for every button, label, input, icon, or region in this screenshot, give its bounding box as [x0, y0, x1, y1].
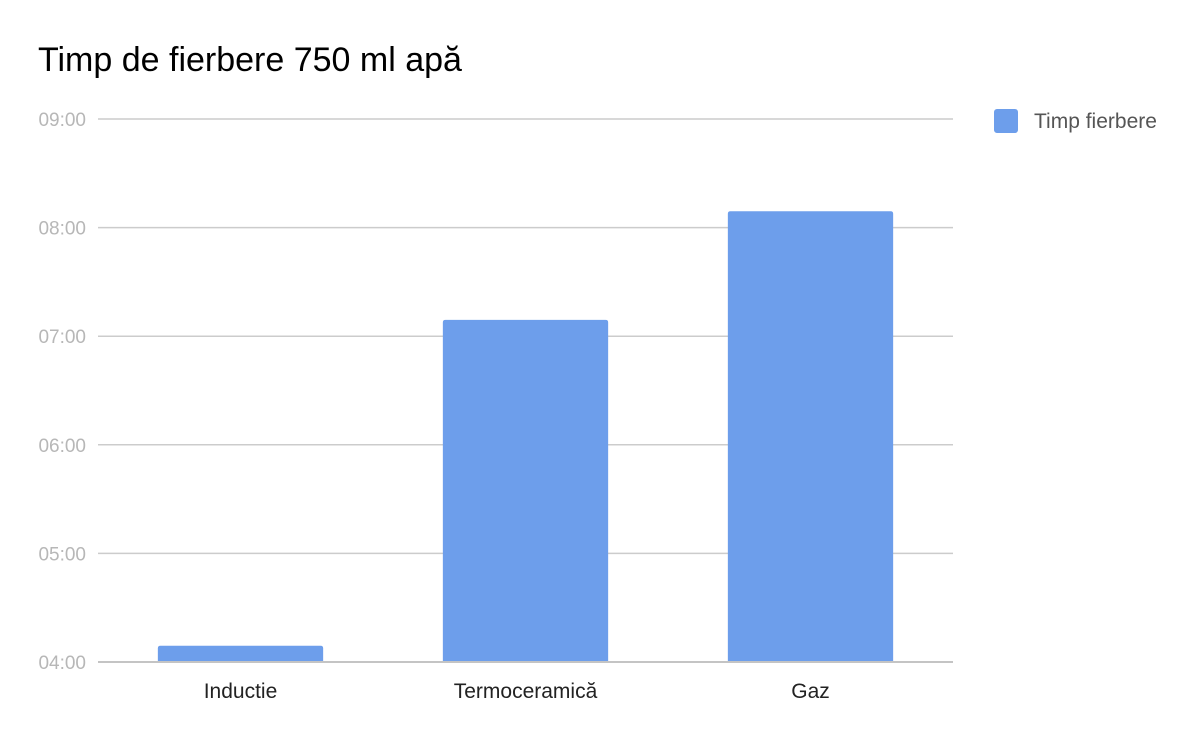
x-category-label: Termoceramică [454, 680, 598, 703]
bar-gaz [727, 211, 894, 662]
y-tick-label: 07:00 [38, 327, 86, 348]
x-category-label: Gaz [791, 680, 830, 703]
y-tick-label: 04:00 [38, 653, 86, 674]
y-tick-label: 09:00 [38, 110, 86, 131]
y-tick-label: 06:00 [38, 436, 86, 457]
y-tick-label: 08:00 [38, 219, 86, 240]
bars [157, 211, 894, 662]
y-tick-label: 05:00 [38, 544, 86, 565]
legend-swatch [994, 109, 1018, 133]
x-category-label: Inductie [204, 680, 278, 703]
y-axis-tick-labels: 04:00 05:00 06:00 07:00 08:00 09:00 [38, 110, 86, 674]
bar-termoceramică [442, 319, 609, 662]
x-axis-category-labels: Inductie Termoceramică Gaz [204, 680, 830, 703]
legend-label: Timp fierbere [1034, 110, 1157, 133]
bar-inductie [157, 645, 324, 662]
legend: Timp fierbere [994, 109, 1157, 133]
chart-title: Timp de fierbere 750 ml apă [38, 41, 462, 79]
